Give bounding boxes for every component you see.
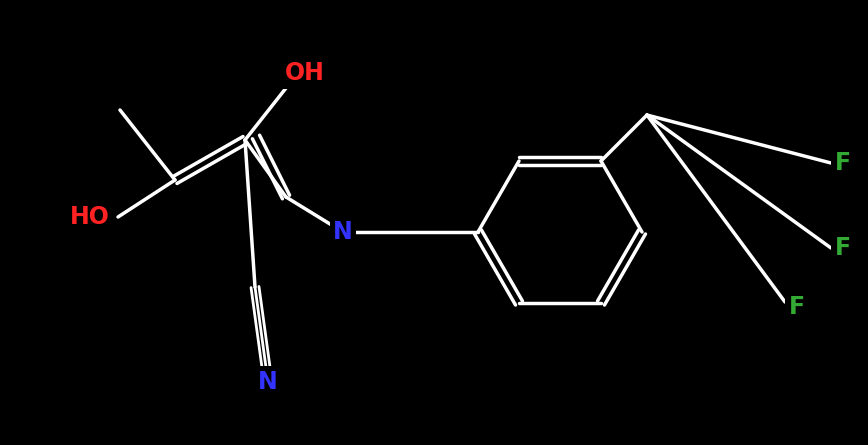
Text: N: N — [258, 370, 278, 394]
Text: F: F — [789, 295, 805, 319]
Text: OH: OH — [285, 61, 325, 85]
Text: F: F — [835, 236, 851, 260]
Text: HO: HO — [70, 205, 110, 229]
Text: N: N — [333, 220, 353, 244]
Text: F: F — [835, 151, 851, 175]
